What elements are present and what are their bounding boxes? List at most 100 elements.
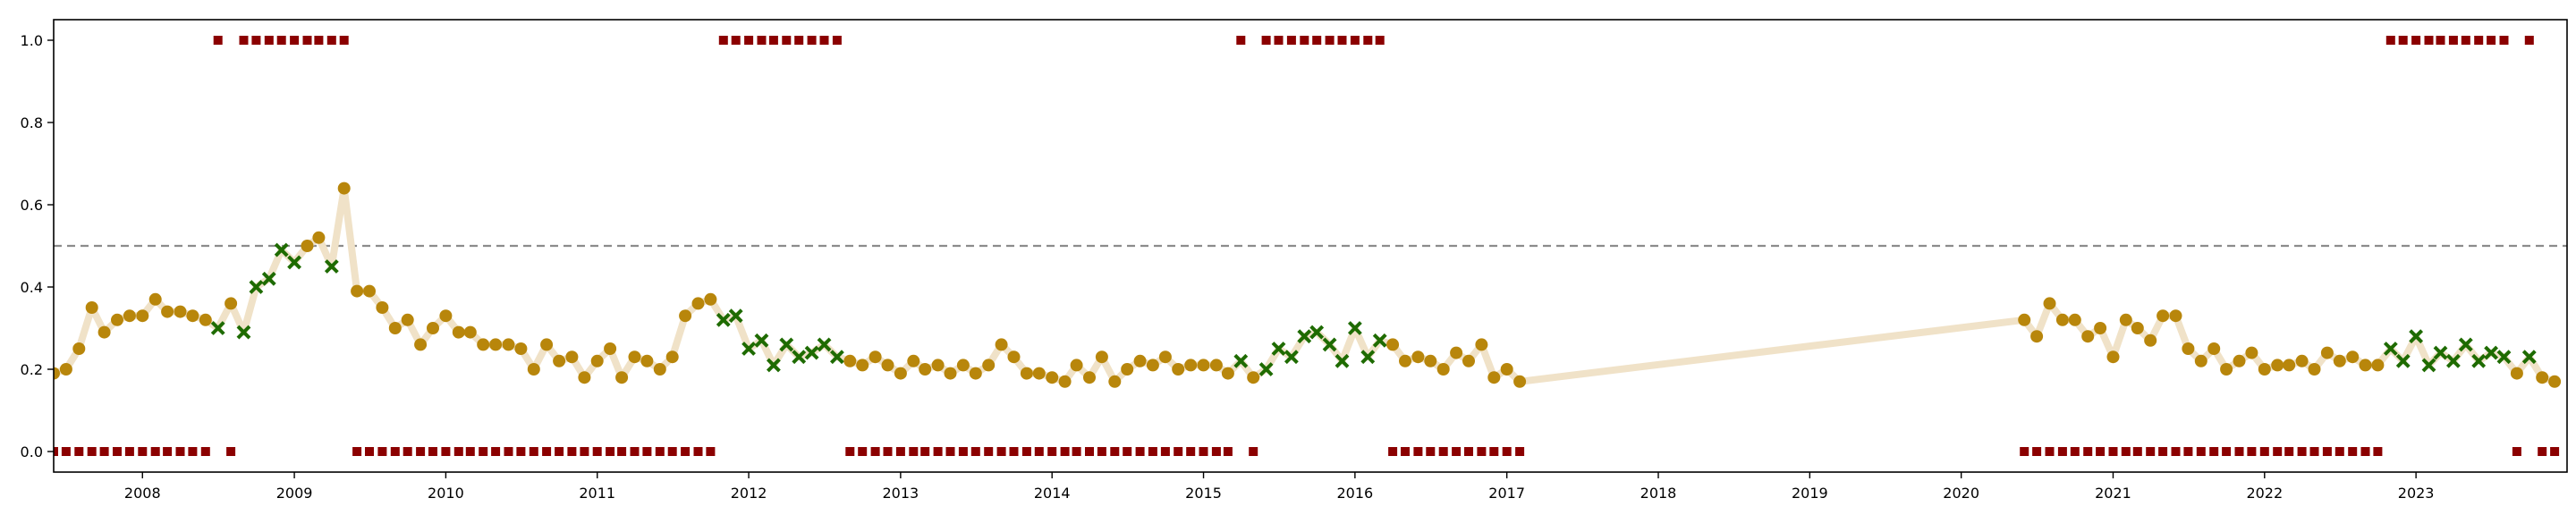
regime-marker <box>365 447 374 456</box>
score-marker <box>427 322 439 334</box>
regime-marker <box>113 447 122 456</box>
regime-marker <box>2348 447 2358 456</box>
plot-area <box>54 36 2567 456</box>
score-marker <box>2536 371 2549 384</box>
regime-marker <box>1337 36 1347 45</box>
regime-marker <box>1021 447 1031 456</box>
score-marker <box>956 359 970 372</box>
regime-marker <box>1375 36 1385 45</box>
regime-marker <box>1350 36 1360 45</box>
plot-frame <box>53 19 2568 473</box>
regime-marker <box>2183 447 2193 456</box>
regime-marker <box>1160 447 1170 456</box>
regime-marker <box>2524 36 2534 45</box>
regime-marker <box>124 447 134 456</box>
score-marker <box>2245 346 2258 359</box>
score-marker <box>312 231 326 244</box>
anomaly-marker <box>2383 342 2398 356</box>
regime-marker <box>2512 447 2521 456</box>
regime-marker <box>188 447 198 456</box>
regime-marker <box>1223 447 1233 456</box>
score-marker <box>388 322 402 334</box>
regime-marker <box>2083 447 2093 456</box>
regime-marker <box>731 36 741 45</box>
anomaly-marker <box>716 312 731 327</box>
regime-marker <box>1300 36 1309 45</box>
score-marker <box>982 359 996 372</box>
score-marker <box>1095 350 1108 364</box>
score-marker <box>439 309 453 323</box>
x-tick-label: 2018 <box>1640 485 1677 502</box>
score-marker <box>301 240 314 252</box>
regime-marker <box>718 36 728 45</box>
y-tick-label: 0.0 <box>21 443 43 460</box>
regime-marker <box>1110 447 1120 456</box>
score-marker <box>1399 354 1411 367</box>
regime-marker <box>326 36 336 45</box>
regime-marker <box>175 447 185 456</box>
regime-marker <box>504 447 513 456</box>
score-marker <box>477 338 490 351</box>
score-marker <box>2233 354 2246 367</box>
score-marker <box>628 350 641 364</box>
score-marker <box>1158 350 1172 364</box>
regime-marker <box>920 447 930 456</box>
regime-marker <box>2398 36 2408 45</box>
score-marker <box>843 354 857 367</box>
regime-marker <box>290 36 300 45</box>
regime-marker <box>276 36 286 45</box>
anomaly-marker <box>1258 362 1274 376</box>
regime-marker <box>479 447 488 456</box>
regime-marker <box>567 447 577 456</box>
score-marker <box>2510 367 2523 380</box>
y-tick-label: 0.6 <box>21 197 43 214</box>
regime-marker <box>2096 447 2106 456</box>
score-marker <box>514 342 528 355</box>
regime-marker <box>2259 447 2269 456</box>
regime-marker <box>441 447 451 456</box>
score-marker <box>2081 330 2095 343</box>
score-marker <box>1046 371 1059 384</box>
score-marker <box>1221 367 1234 380</box>
regime-marker <box>819 36 829 45</box>
score-marker <box>1500 363 1513 376</box>
anomaly-marker <box>741 342 756 356</box>
score-marker <box>2371 359 2385 372</box>
score-marker <box>1197 359 1210 372</box>
score-marker <box>919 363 932 376</box>
regime-marker <box>970 447 980 456</box>
regime-marker <box>1312 36 1322 45</box>
anomaly-marker <box>2445 353 2461 368</box>
score-marker <box>2030 330 2044 343</box>
regime-marker <box>54 447 58 456</box>
regime-marker <box>163 447 173 456</box>
regime-marker <box>2334 447 2344 456</box>
score-marker <box>995 338 1008 351</box>
score-marker <box>337 182 351 195</box>
score-marker <box>578 371 591 384</box>
score-marker <box>1411 350 1425 364</box>
regime-marker <box>858 447 868 456</box>
anomaly-marker <box>2421 358 2436 373</box>
regime-marker <box>264 36 274 45</box>
regime-marker <box>138 447 148 456</box>
score-marker <box>1462 354 1475 367</box>
regime-marker <box>352 447 362 456</box>
regime-marker <box>706 447 716 456</box>
regime-marker <box>2146 447 2156 456</box>
regime-marker <box>150 447 160 456</box>
regime-marker <box>213 36 223 45</box>
regime-marker <box>1123 447 1132 456</box>
y-tick-label: 0.4 <box>21 279 43 296</box>
score-marker <box>463 325 477 339</box>
score-marker <box>2258 363 2271 376</box>
score-marker <box>2220 363 2233 376</box>
score-marker <box>1070 359 1083 372</box>
y-tick-label: 0.2 <box>21 361 43 378</box>
score-marker <box>1007 350 1021 364</box>
score-marker <box>363 284 376 298</box>
anomaly-marker <box>274 242 289 258</box>
score-marker <box>136 309 149 323</box>
score-marker <box>1513 375 1527 388</box>
